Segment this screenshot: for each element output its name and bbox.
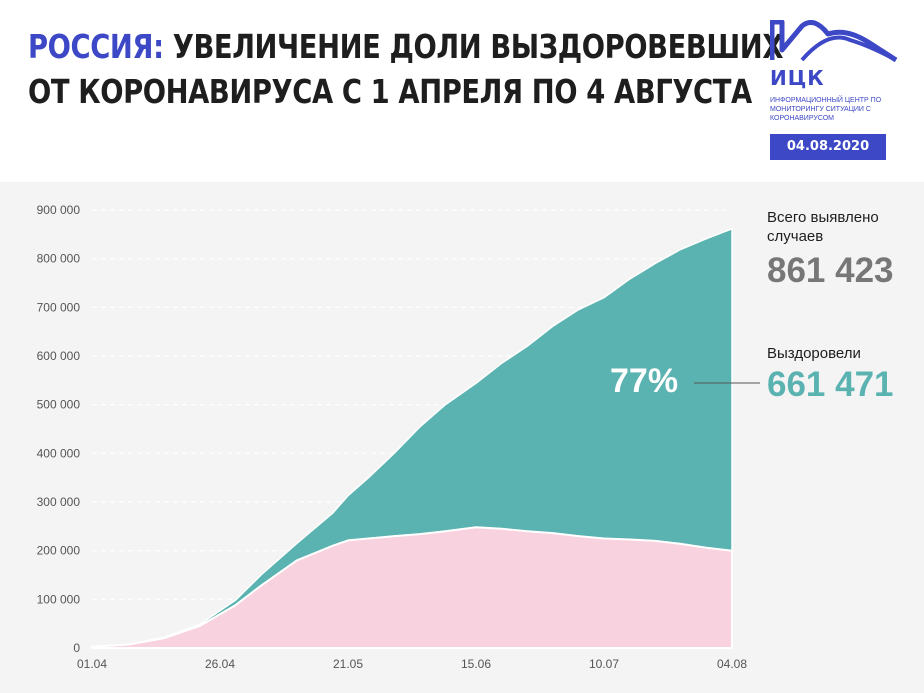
page-title: РОССИЯ: УВЕЛИЧЕНИЕ ДОЛИ ВЫЗДОРОВЕВШИХ ОТ… xyxy=(28,24,783,114)
title-line2: ОТ КОРОНАВИРУСА С 1 АПРЕЛЯ ПО 4 АВГУСТА xyxy=(28,72,752,111)
total-stat: Всего выявлено случаев 861 423 xyxy=(767,208,907,291)
x-tick-label: 04.08 xyxy=(717,657,747,671)
recovered-value: 661 471 xyxy=(767,365,894,404)
y-tick-label: 900 000 xyxy=(37,203,81,217)
y-tick-label: 500 000 xyxy=(37,398,81,412)
x-tick-label: 15.06 xyxy=(461,657,491,671)
mountain-logo-icon xyxy=(770,20,898,63)
title-line1: УВЕЛИЧЕНИЕ ДОЛИ ВЫЗДОРОВЕВШИХ xyxy=(172,27,784,66)
y-tick-label: 300 000 xyxy=(37,495,81,509)
logo: ИЦК ИНФОРМАЦИОННЫЙ ЦЕНТР ПО МОНИТОРИНГУ … xyxy=(770,20,900,160)
recovered-stat: Выздоровели 661 471 xyxy=(767,344,894,405)
recovered-percent: 77% xyxy=(610,362,679,400)
y-tick-label: 600 000 xyxy=(37,349,81,363)
chart-panel: 0 100 000 200 000 300 000 400 000 500 000 600 … xyxy=(0,182,924,693)
y-tick-label: 0 xyxy=(73,641,80,655)
active-area xyxy=(91,526,733,649)
header: РОССИЯ: УВЕЛИЧЕНИЕ ДОЛИ ВЫЗДОРОВЕВШИХ ОТ… xyxy=(0,0,924,182)
y-tick-label: 800 000 xyxy=(37,252,81,266)
y-tick-label: 700 000 xyxy=(37,300,81,314)
y-tick-label: 400 000 xyxy=(37,446,81,460)
logo-subtitle: ИНФОРМАЦИОННЫЙ ЦЕНТР ПО МОНИТОРИНГУ СИТУ… xyxy=(770,97,882,122)
stacked-area-chart: 0 100 000 200 000 300 000 400 000 500 000 600 … xyxy=(37,203,760,671)
x-tick-label: 01.04 xyxy=(77,657,107,671)
date-badge: 04.08.2020 xyxy=(770,134,886,160)
logo-name: ИЦК xyxy=(770,66,825,90)
total-label: Всего выявлено случаев xyxy=(767,209,879,245)
x-tick-label: 21.05 xyxy=(333,657,363,671)
y-tick-label: 200 000 xyxy=(37,544,81,558)
x-tick-label: 26.04 xyxy=(205,657,235,671)
title-accent: РОССИЯ: xyxy=(28,27,164,66)
total-value: 861 423 xyxy=(767,251,894,290)
x-tick-label: 10.07 xyxy=(589,657,619,671)
y-tick-label: 100 000 xyxy=(37,592,81,606)
recovered-label: Выздоровели xyxy=(767,345,861,362)
